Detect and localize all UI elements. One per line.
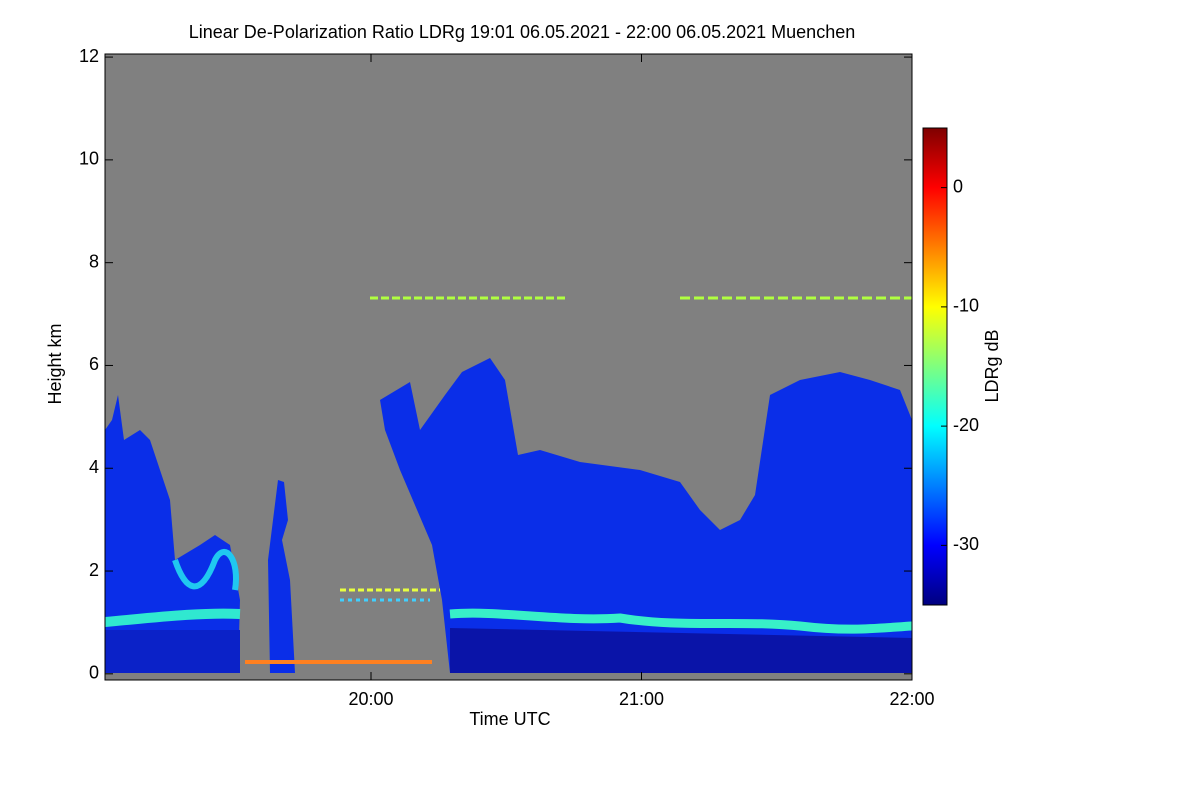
cloud-region [105,630,240,673]
aerosol-layer [105,608,241,627]
y-axis-label: Height km [45,323,65,404]
y-tick-label: 6 [89,354,99,374]
y-tick-label: 10 [79,149,99,169]
cloud-region [450,628,912,673]
colorbar-tick-label: -30 [953,534,979,554]
y-tick-label: 2 [89,560,99,580]
colorbar-tick-label: -10 [953,296,979,316]
chart-title: Linear De-Polarization Ratio LDRg 19:01 … [189,22,855,42]
x-tick-label: 21:00 [619,689,664,709]
y-tick-label: 0 [89,663,99,683]
plot-frame [104,53,913,681]
colorbar-tick-label: 0 [953,176,963,196]
axes: 0 2 4 6 8 10 12 20:00 21:00 22:00 0 -10 -20 -30 [79,46,979,709]
cloud-feature [172,549,239,591]
y-tick-label: 8 [89,251,99,271]
x-tick-label: 20:00 [348,689,393,709]
colorbar [922,127,948,606]
heatmap-field [105,296,912,673]
colorbar-label: LDRg dB [982,329,1002,402]
cloud-region [380,358,912,673]
cloud-region [105,395,240,673]
aerosol-layer [449,608,912,634]
y-tick-label: 4 [89,457,99,477]
cloud-region [268,480,295,673]
x-tick-label: 22:00 [889,689,934,709]
x-axis-label: Time UTC [469,709,550,729]
colorbar-tick-label: -20 [953,415,979,435]
y-tick-label: 12 [79,46,99,66]
